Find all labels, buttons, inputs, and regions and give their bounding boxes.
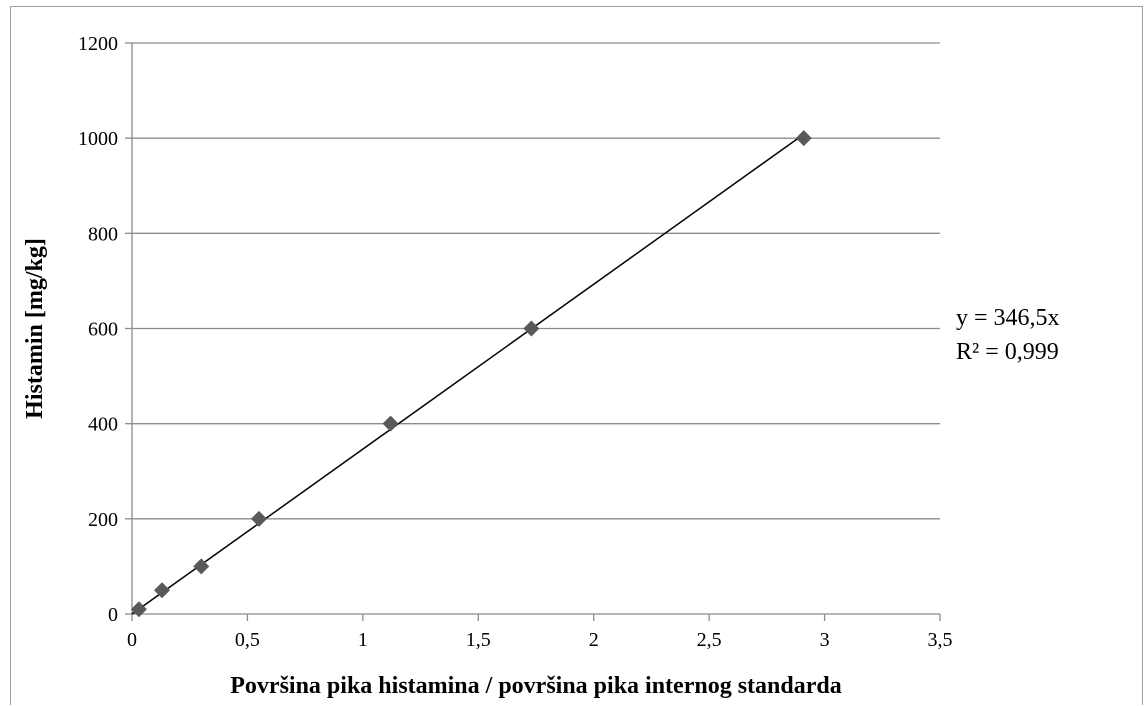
y-tick-label: 400	[88, 414, 118, 436]
trendline-equation: y = 346,5x	[956, 305, 1060, 331]
data-point	[130, 601, 147, 618]
y-tick-label: 600	[88, 319, 118, 341]
trendline-r-squared: R² = 0,999	[956, 339, 1059, 365]
x-tick-label: 0,5	[235, 629, 260, 651]
x-tick-label: 1,5	[466, 629, 491, 651]
x-tick-label: 2	[589, 629, 599, 651]
y-tick-label: 800	[88, 223, 118, 245]
grid-lines	[132, 42, 940, 520]
trendline	[131, 133, 805, 615]
data-point	[523, 320, 540, 337]
y-axis-title: Histamin [mg/kg]	[22, 238, 48, 419]
data-point	[250, 510, 267, 527]
y-tick-label: 1200	[78, 33, 118, 55]
x-tick-label: 3,5	[928, 629, 953, 651]
y-tick-label: 0	[108, 604, 118, 626]
x-axis-title: Površina pika histamina / površina pika …	[230, 673, 841, 699]
x-tick-label: 2,5	[697, 629, 722, 651]
data-point	[193, 558, 210, 575]
tick-labels: 0 200 400 600 800 1000 1200 0 0,5 1 1,5 2 2,5 3 3,5	[78, 33, 953, 651]
x-tick-label: 0	[127, 629, 137, 651]
x-tick-label: 1	[358, 629, 368, 651]
data-point	[795, 130, 812, 147]
data-point	[382, 415, 399, 432]
chart-frame	[10, 6, 1143, 705]
data-points	[130, 130, 812, 618]
x-tick-label: 3	[820, 629, 830, 651]
data-point	[154, 582, 171, 599]
axes	[125, 42, 941, 621]
y-tick-label: 1000	[78, 128, 118, 150]
y-tick-label: 200	[88, 509, 118, 531]
trendline-layer	[131, 133, 805, 615]
